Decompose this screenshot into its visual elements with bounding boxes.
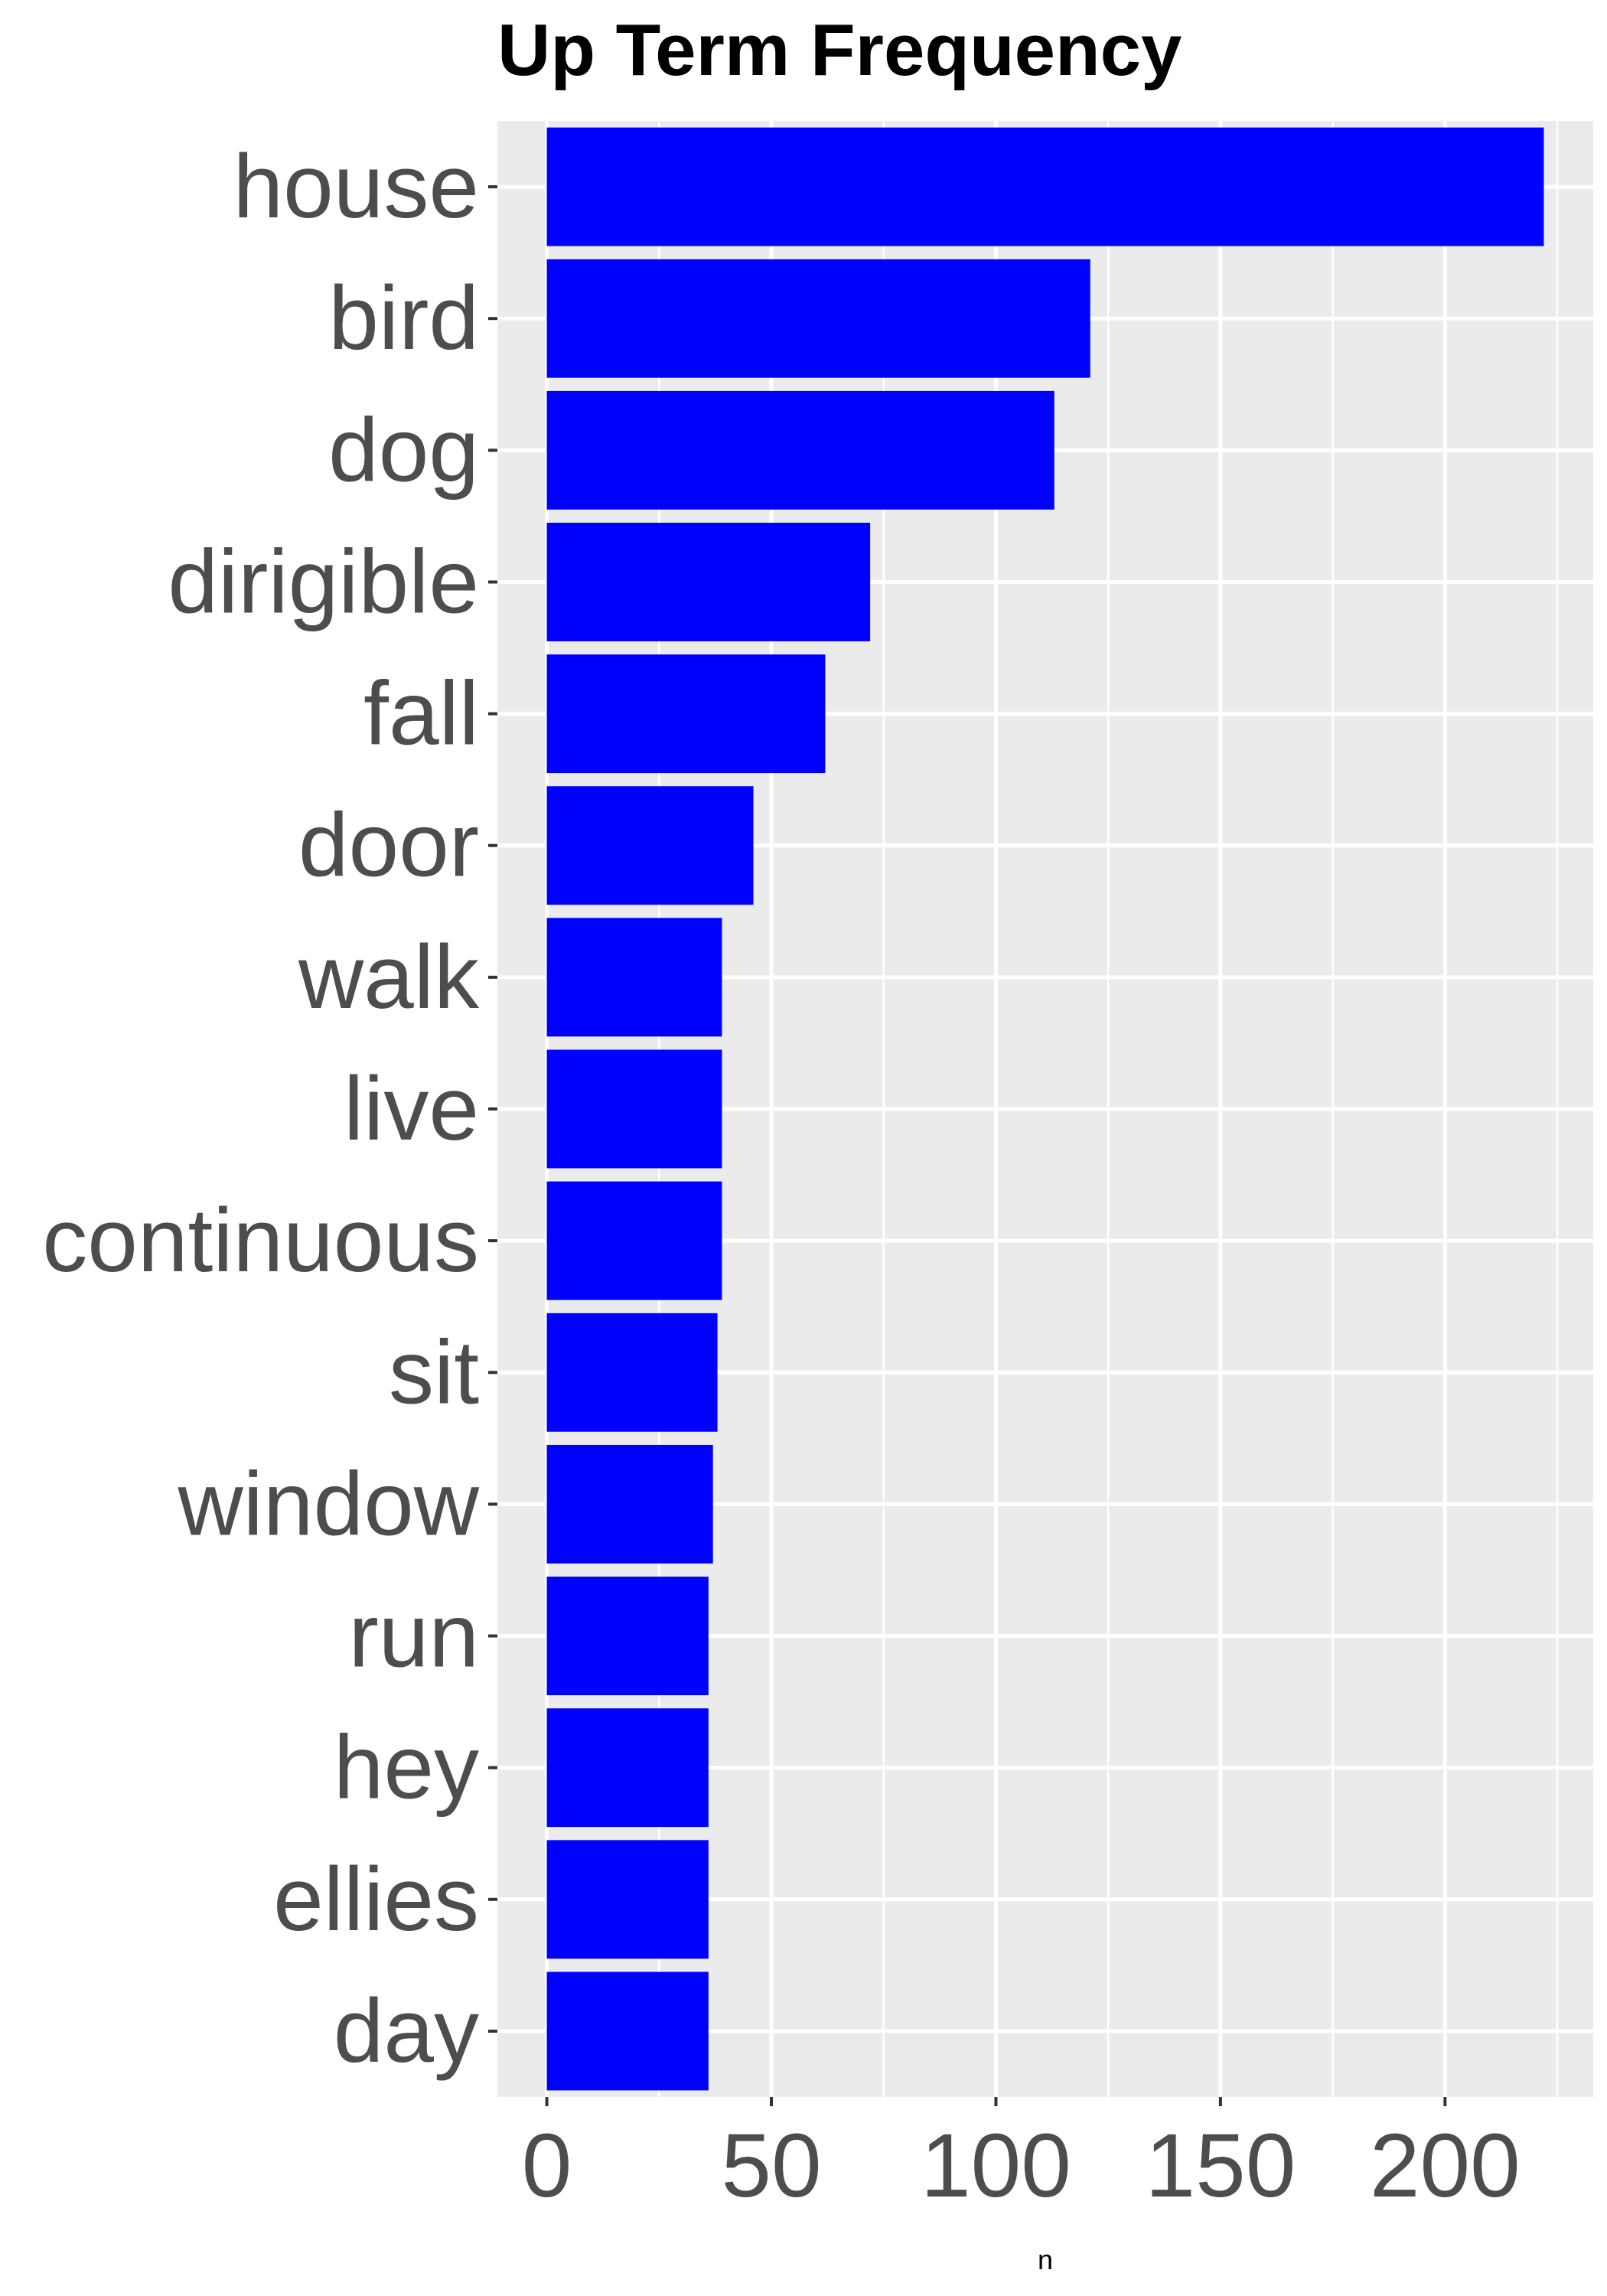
y-tick-label: door (298, 795, 479, 896)
bar-hey (546, 1708, 709, 1828)
bar-dirigible (546, 523, 871, 641)
x-axis-title: n (1038, 2244, 1053, 2275)
bar-house (546, 127, 1544, 246)
bar-live (546, 1049, 722, 1169)
bar-day (546, 1971, 709, 2091)
bar-sit (546, 1313, 718, 1432)
y-tick-label: dog (328, 400, 479, 501)
y-tick-label: window (177, 1453, 479, 1554)
bar-door (546, 786, 754, 905)
bar-walk (546, 918, 722, 1037)
y-tick-label: walk (298, 927, 480, 1028)
y-tick-label: ellies (273, 1849, 479, 1950)
bar-run (546, 1577, 709, 1695)
bar-dog (546, 390, 1054, 510)
y-tick-label: run (348, 1586, 479, 1687)
y-tick-label: house (233, 136, 479, 237)
y-axis: house bird dog dirigible fall door walk live con… (42, 136, 497, 2082)
y-tick-label: day (334, 1981, 479, 2082)
bars (546, 127, 1544, 2091)
bar-fall (546, 654, 826, 774)
x-tick-label: 150 (1145, 2115, 1296, 2216)
y-tick-label: hey (334, 1717, 479, 1818)
bar-ellies (546, 1840, 709, 1959)
chart-title: Up Term Frequency (497, 9, 1182, 91)
x-tick-label: 200 (1370, 2115, 1521, 2216)
y-tick-label: bird (328, 268, 479, 369)
x-tick-label: 100 (921, 2115, 1071, 2216)
y-tick-label: sit (389, 1322, 479, 1423)
y-tick-label: continuous (42, 1190, 479, 1291)
bar-bird (546, 259, 1090, 378)
y-tick-label: fall (363, 664, 479, 765)
x-axis: 0 50 100 150 200 (522, 2097, 1521, 2216)
x-tick-label: 50 (721, 2115, 821, 2216)
y-tick-label: live (344, 1058, 479, 1159)
bar-continuous (546, 1181, 722, 1300)
bar-window (546, 1444, 713, 1564)
y-tick-label: dirigible (168, 531, 479, 632)
x-tick-label: 0 (522, 2115, 572, 2216)
